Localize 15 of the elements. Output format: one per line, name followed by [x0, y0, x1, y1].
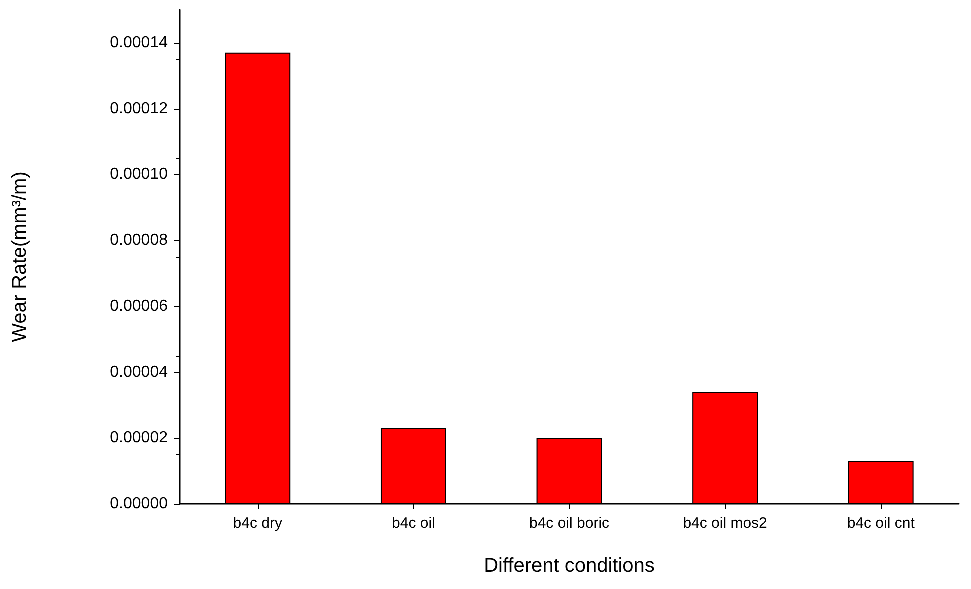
y-tick-label: 0.00000 [110, 496, 168, 512]
y-axis-title: Wear Rate(mm³/m) [9, 172, 31, 342]
y-tick-label: 0.00004 [110, 364, 168, 381]
y-tick-label: 0.00010 [110, 166, 168, 184]
x-tick-label: b4c oil mos2 [683, 515, 768, 532]
x-axis-title: Different conditions [484, 555, 655, 577]
x-tick-label: b4c dry [233, 515, 283, 532]
x-tick-label: b4c oil [392, 515, 436, 532]
y-tick-label: 0.00014 [110, 34, 168, 52]
x-tick-label: b4c oil cnt [847, 515, 916, 532]
y-tick-label: 0.00012 [110, 100, 168, 118]
y-tick-label: 0.00002 [110, 430, 168, 447]
x-tick-label: b4c oil boric [529, 515, 610, 532]
y-tick-label: 0.00006 [110, 298, 168, 315]
y-tick-label: 0.00008 [110, 232, 168, 250]
